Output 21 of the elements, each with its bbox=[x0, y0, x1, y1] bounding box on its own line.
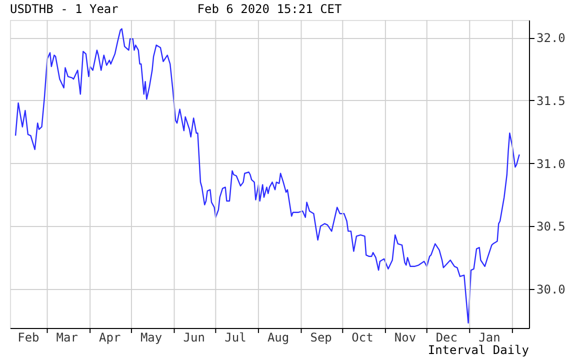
x-tick-label: Feb bbox=[18, 330, 40, 344]
y-tick-label: 32.0 bbox=[536, 31, 566, 46]
x-tick-label: Mar bbox=[56, 330, 78, 344]
text: Interval Daily bbox=[428, 343, 529, 357]
x-tick-label: May bbox=[140, 330, 162, 344]
x-tick-label: Nov bbox=[394, 330, 416, 344]
x-tick-label: Jul bbox=[224, 330, 246, 344]
x-tick-label: Jun bbox=[183, 330, 205, 344]
line-series bbox=[14, 28, 520, 324]
x-tick-label: Sep bbox=[310, 330, 332, 344]
y-tick-label: 31.5 bbox=[536, 94, 566, 108]
x-tick-label: Aug bbox=[267, 330, 290, 344]
x-tick-label: Apr bbox=[99, 330, 121, 344]
y-tick-label: 30.5 bbox=[536, 220, 566, 234]
y-tick-label: 30.0 bbox=[536, 282, 566, 297]
x-tick-label: Jan bbox=[478, 330, 500, 344]
x-tick-label: Oct bbox=[352, 330, 374, 344]
y-tick-label: 31.0 bbox=[536, 156, 566, 171]
x-tick-label: Dec bbox=[436, 330, 458, 344]
chart-subtitle: Feb 6 2020 15:21 CET bbox=[197, 2, 342, 16]
chart-title: USDTHB - 1 Year bbox=[10, 2, 118, 16]
